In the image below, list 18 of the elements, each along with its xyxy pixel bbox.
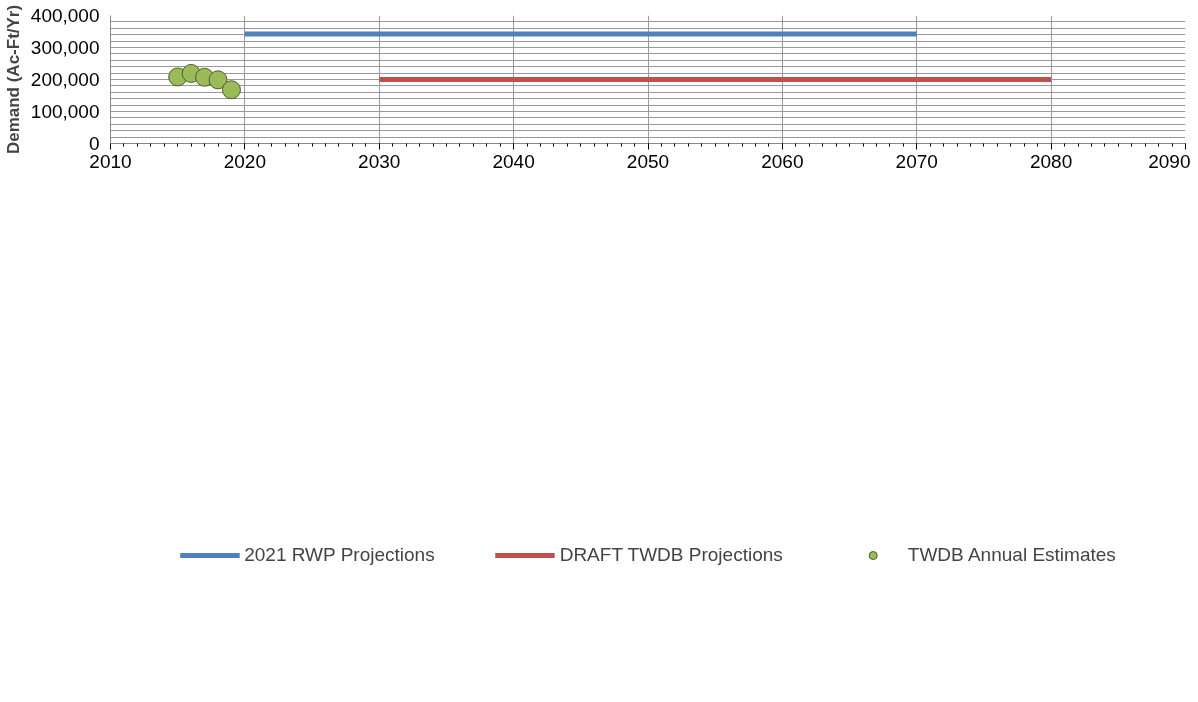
legend-label: TWDB Annual Estimates <box>907 543 1116 566</box>
y-tick-label: 200,000 <box>30 69 100 90</box>
y-tick-label: 100,000 <box>30 101 100 122</box>
y-tick-label: 400,000 <box>30 5 100 26</box>
x-tick-label: 2060 <box>761 150 804 172</box>
legend-label: 2021 RWP Projections <box>244 543 435 566</box>
x-tick-label: 2040 <box>492 150 535 172</box>
x-tick-label: 2020 <box>223 150 267 172</box>
x-tick-label: 2090 <box>1148 150 1191 172</box>
point <box>208 70 228 90</box>
legend-label: DRAFT TWDB Projections <box>559 543 783 566</box>
x-tick-label: 2030 <box>358 150 401 172</box>
y-tick-label: 300,000 <box>30 37 100 58</box>
x-tick-label: 2070 <box>895 150 938 172</box>
y-axis-title: Demand (Ac-Ft/Yr) <box>3 4 23 155</box>
point <box>221 80 241 100</box>
x-tick-label: 2080 <box>1029 150 1073 172</box>
x-tick-label: 2050 <box>626 150 670 172</box>
